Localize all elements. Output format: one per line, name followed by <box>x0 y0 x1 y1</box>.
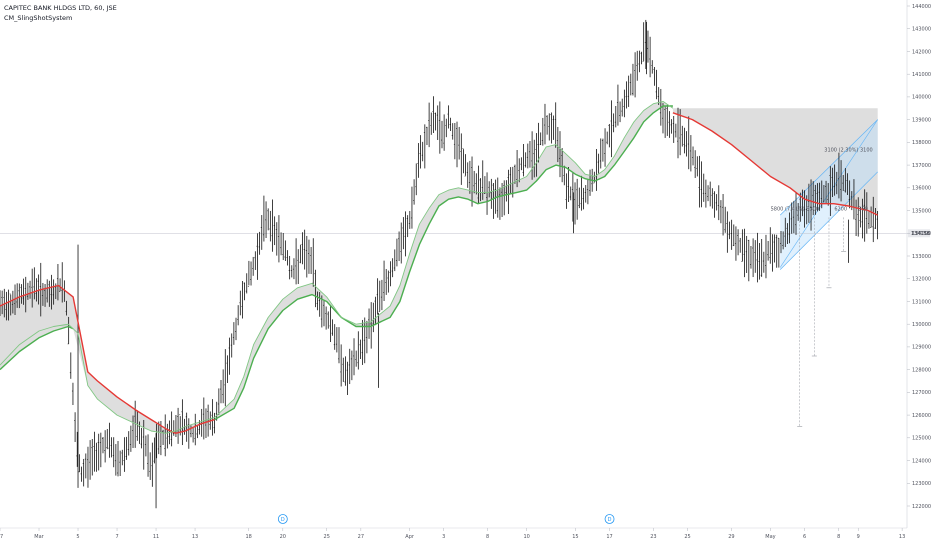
y-tick-label: 137000 <box>912 163 931 169</box>
y-tick-label: 138000 <box>912 140 931 146</box>
x-tick-label: Mar <box>34 534 44 540</box>
y-tick-label: 132000 <box>912 277 931 283</box>
x-tick-label: 9 <box>857 534 860 540</box>
x-tick-label: 6 <box>803 534 806 540</box>
x-tick-label: 23 <box>650 534 656 540</box>
y-tick-label: 127000 <box>912 390 931 396</box>
target-levels-layer <box>797 217 847 427</box>
ema-fast-red-2 <box>672 112 878 216</box>
x-tick-label: 7 <box>115 534 118 540</box>
y-axis: 122000 123000 124000 125000 126000 127000 1280… <box>907 4 931 510</box>
regression-channel-fill <box>780 119 878 270</box>
regression-channel-lower <box>779 171 878 270</box>
y-tick-label: 123000 <box>912 481 931 487</box>
x-tick-label: 11 <box>153 534 159 540</box>
y-tick-label: 130000 <box>912 322 931 328</box>
ribbon-fill-green-1 <box>0 324 74 370</box>
y-tick-label: 131000 <box>912 299 931 305</box>
y-tick-label: 128000 <box>912 367 931 373</box>
y-tick-label: 129000 <box>912 345 931 351</box>
y-tick-label: 133000 <box>912 254 931 260</box>
dividend-marker-label: D <box>281 517 285 523</box>
y-tick-label: 142000 <box>912 49 931 55</box>
regression-channel-upper <box>779 119 878 216</box>
ema-band-light-green <box>0 101 674 434</box>
measure-annotation: 6200 <box>834 207 847 213</box>
measure-annotation: 5800 (7.41%) 9300 <box>771 207 819 213</box>
y-tick-label: 141000 <box>912 72 931 78</box>
x-tick-label: 5 <box>76 534 79 540</box>
x-tick-label: 20 <box>280 534 286 540</box>
y-tick-label: 135000 <box>912 208 931 214</box>
measure-annotation: 3100 (2.30%) 3100 <box>824 147 872 153</box>
y-tick-label: 125000 <box>912 436 931 442</box>
x-axis: 27 Mar 5 7 11 13 18 20 25 27 Apr 3 8 10 15 17 23 25 29 May 6… <box>0 528 905 540</box>
y-tick-label: 143000 <box>912 27 931 33</box>
x-tick-label: 17 <box>606 534 612 540</box>
y-tick-label: 122000 <box>912 504 931 510</box>
reference-line-layer: 134158 <box>0 229 930 238</box>
y-tick-label: 126000 <box>912 413 931 419</box>
ema-slow-green-1 <box>0 325 74 371</box>
y-tick-label: 134000 <box>912 231 931 237</box>
x-tick-label: 25 <box>684 534 690 540</box>
measure-annotation: 350 <box>858 207 868 213</box>
y-tick-label: 144000 <box>912 4 931 10</box>
dividend-marker-icon[interactable] <box>277 514 288 524</box>
regression-channel-mid <box>779 119 878 268</box>
reference-price-label: 134158 <box>911 231 930 237</box>
x-tick-label: 15 <box>572 534 578 540</box>
x-tick-label: 25 <box>324 534 330 540</box>
dividend-marker-label: D <box>608 517 612 523</box>
x-tick-label: 13 <box>899 534 905 540</box>
x-tick-label: May <box>765 534 775 540</box>
ema-slow-green-2 <box>214 105 673 421</box>
y-tick-label: 140000 <box>912 95 931 101</box>
price-layer <box>0 19 878 509</box>
y-tick-label: 139000 <box>912 117 931 123</box>
x-tick-label: 27 <box>0 534 3 540</box>
x-tick-label: 29 <box>728 534 734 540</box>
annotations-layer: 3100 (2.30%) 3100 5800 (7.41%) 9300 6200 35… <box>771 147 873 212</box>
x-tick-label: 8 <box>486 534 489 540</box>
x-tick-label: 18 <box>246 534 252 540</box>
dividend-marker-icon[interactable] <box>604 514 615 524</box>
indicator-name: CM_SlingShotSystem <box>4 14 72 22</box>
y-tick-label: 124000 <box>912 458 931 464</box>
reference-price-badge <box>908 229 930 238</box>
x-tick-label: 8 <box>837 534 840 540</box>
x-tick-label: 3 <box>442 534 445 540</box>
x-tick-label: 10 <box>523 534 529 540</box>
x-tick-label: Apr <box>405 534 415 540</box>
series-layer <box>0 101 878 434</box>
regression-channel-layer <box>779 119 878 270</box>
ema-fast-red-1 <box>0 284 215 434</box>
ribbon-fill-red-1 <box>0 285 215 434</box>
ribbon-fill-red-2 <box>672 108 878 216</box>
chart-title: CAPITEC BANK HLDGS LTD, 60, JSE <box>4 4 117 12</box>
y-tick-label: 136000 <box>912 186 931 192</box>
x-tick-label: 27 <box>358 534 364 540</box>
x-tick-label: 13 <box>192 534 198 540</box>
